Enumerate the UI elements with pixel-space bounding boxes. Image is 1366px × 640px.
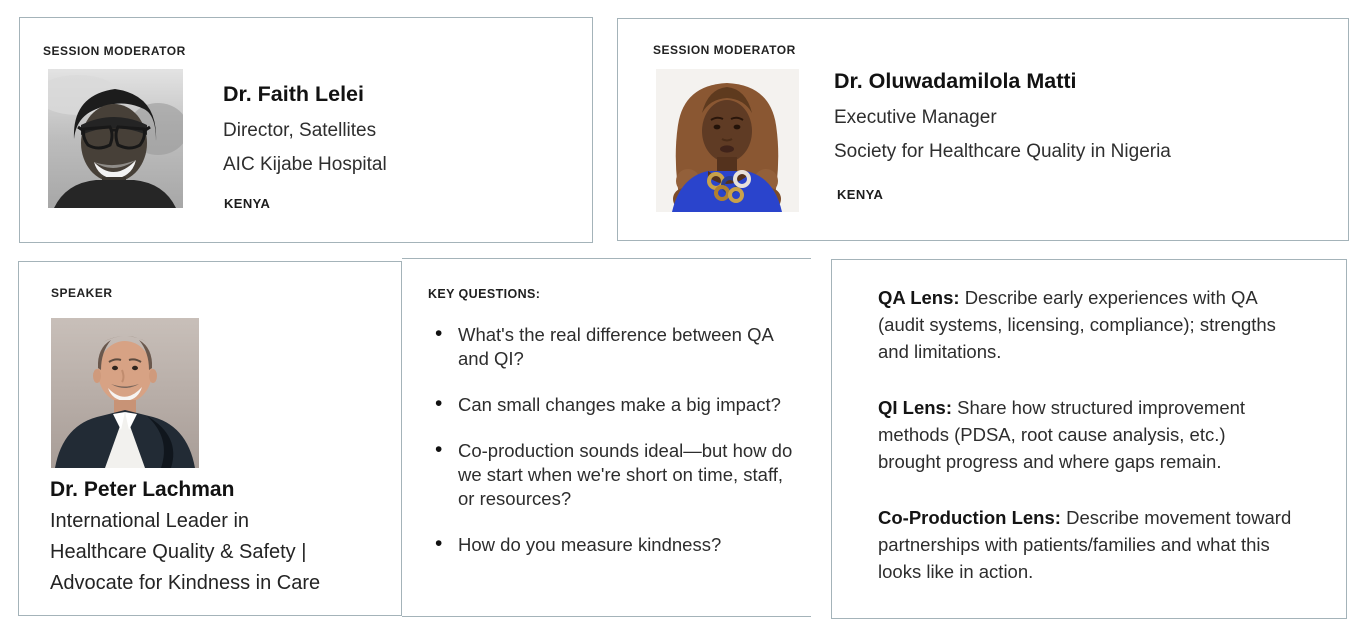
speaker-card-peter-lachman: SPEAKER [18,261,402,616]
question-item: How do you measure kindness? [402,532,811,557]
key-questions-panel: KEY QUESTIONS: What's the real differenc… [402,258,811,617]
speaker-name: Dr. Peter Lachman [50,478,235,501]
question-item: Co-production sounds ideal—but how do we… [402,438,811,511]
qa-lens-label: QA Lens: [878,287,960,308]
moderator-name: Dr. Oluwadamilola Matti [834,69,1077,93]
qi-lens-paragraph: QI Lens: Share how structured improvemen… [878,397,1246,472]
qa-lens-paragraph: QA Lens: Describe early experiences with… [878,287,1276,362]
moderator-organization: AIC Kijabe Hospital [223,154,387,175]
lenses-panel: QA Lens: Describe early experiences with… [831,259,1347,619]
qi-lens-label: QI Lens: [878,397,953,418]
key-questions-list: What's the real difference between QA an… [402,322,811,579]
moderator-card-oluwadamilola-matti: SESSION MODERATOR [617,18,1349,241]
co-production-lens-paragraph: Co-Production Lens: Describe movement to… [878,507,1292,582]
moderator-country: KENYA [837,187,884,202]
section-label: SPEAKER [51,286,113,300]
portrait-color [51,318,199,468]
moderator-title: Executive Manager [834,107,997,128]
question-item: What's the real difference between QA an… [402,322,811,371]
lenses-text-block: QA Lens: Describe early experiences with… [832,284,1346,614]
question-item: Can small changes make a big impact? [402,392,811,417]
oluwadamilola-matti-photo [656,69,799,212]
portrait-grayscale [48,69,183,208]
moderator-country: KENYA [224,196,271,211]
speaker-description: International Leader in Healthcare Quali… [50,510,321,594]
portrait-color [656,69,799,212]
peter-lachman-photo [51,318,199,468]
key-questions-heading: KEY QUESTIONS: [428,287,541,301]
moderator-organization: Society for Healthcare Quality in Nigeri… [834,141,1171,162]
moderator-card-faith-lelei: SESSION MODERATOR [19,17,593,243]
co-production-lens-label: Co-Production Lens: [878,507,1061,528]
section-label: SESSION MODERATOR [43,44,186,58]
moderator-name: Dr. Faith Lelei [223,82,364,106]
faith-lelei-photo [48,69,183,208]
moderator-title: Director, Satellites [223,120,377,141]
section-label: SESSION MODERATOR [653,43,796,57]
